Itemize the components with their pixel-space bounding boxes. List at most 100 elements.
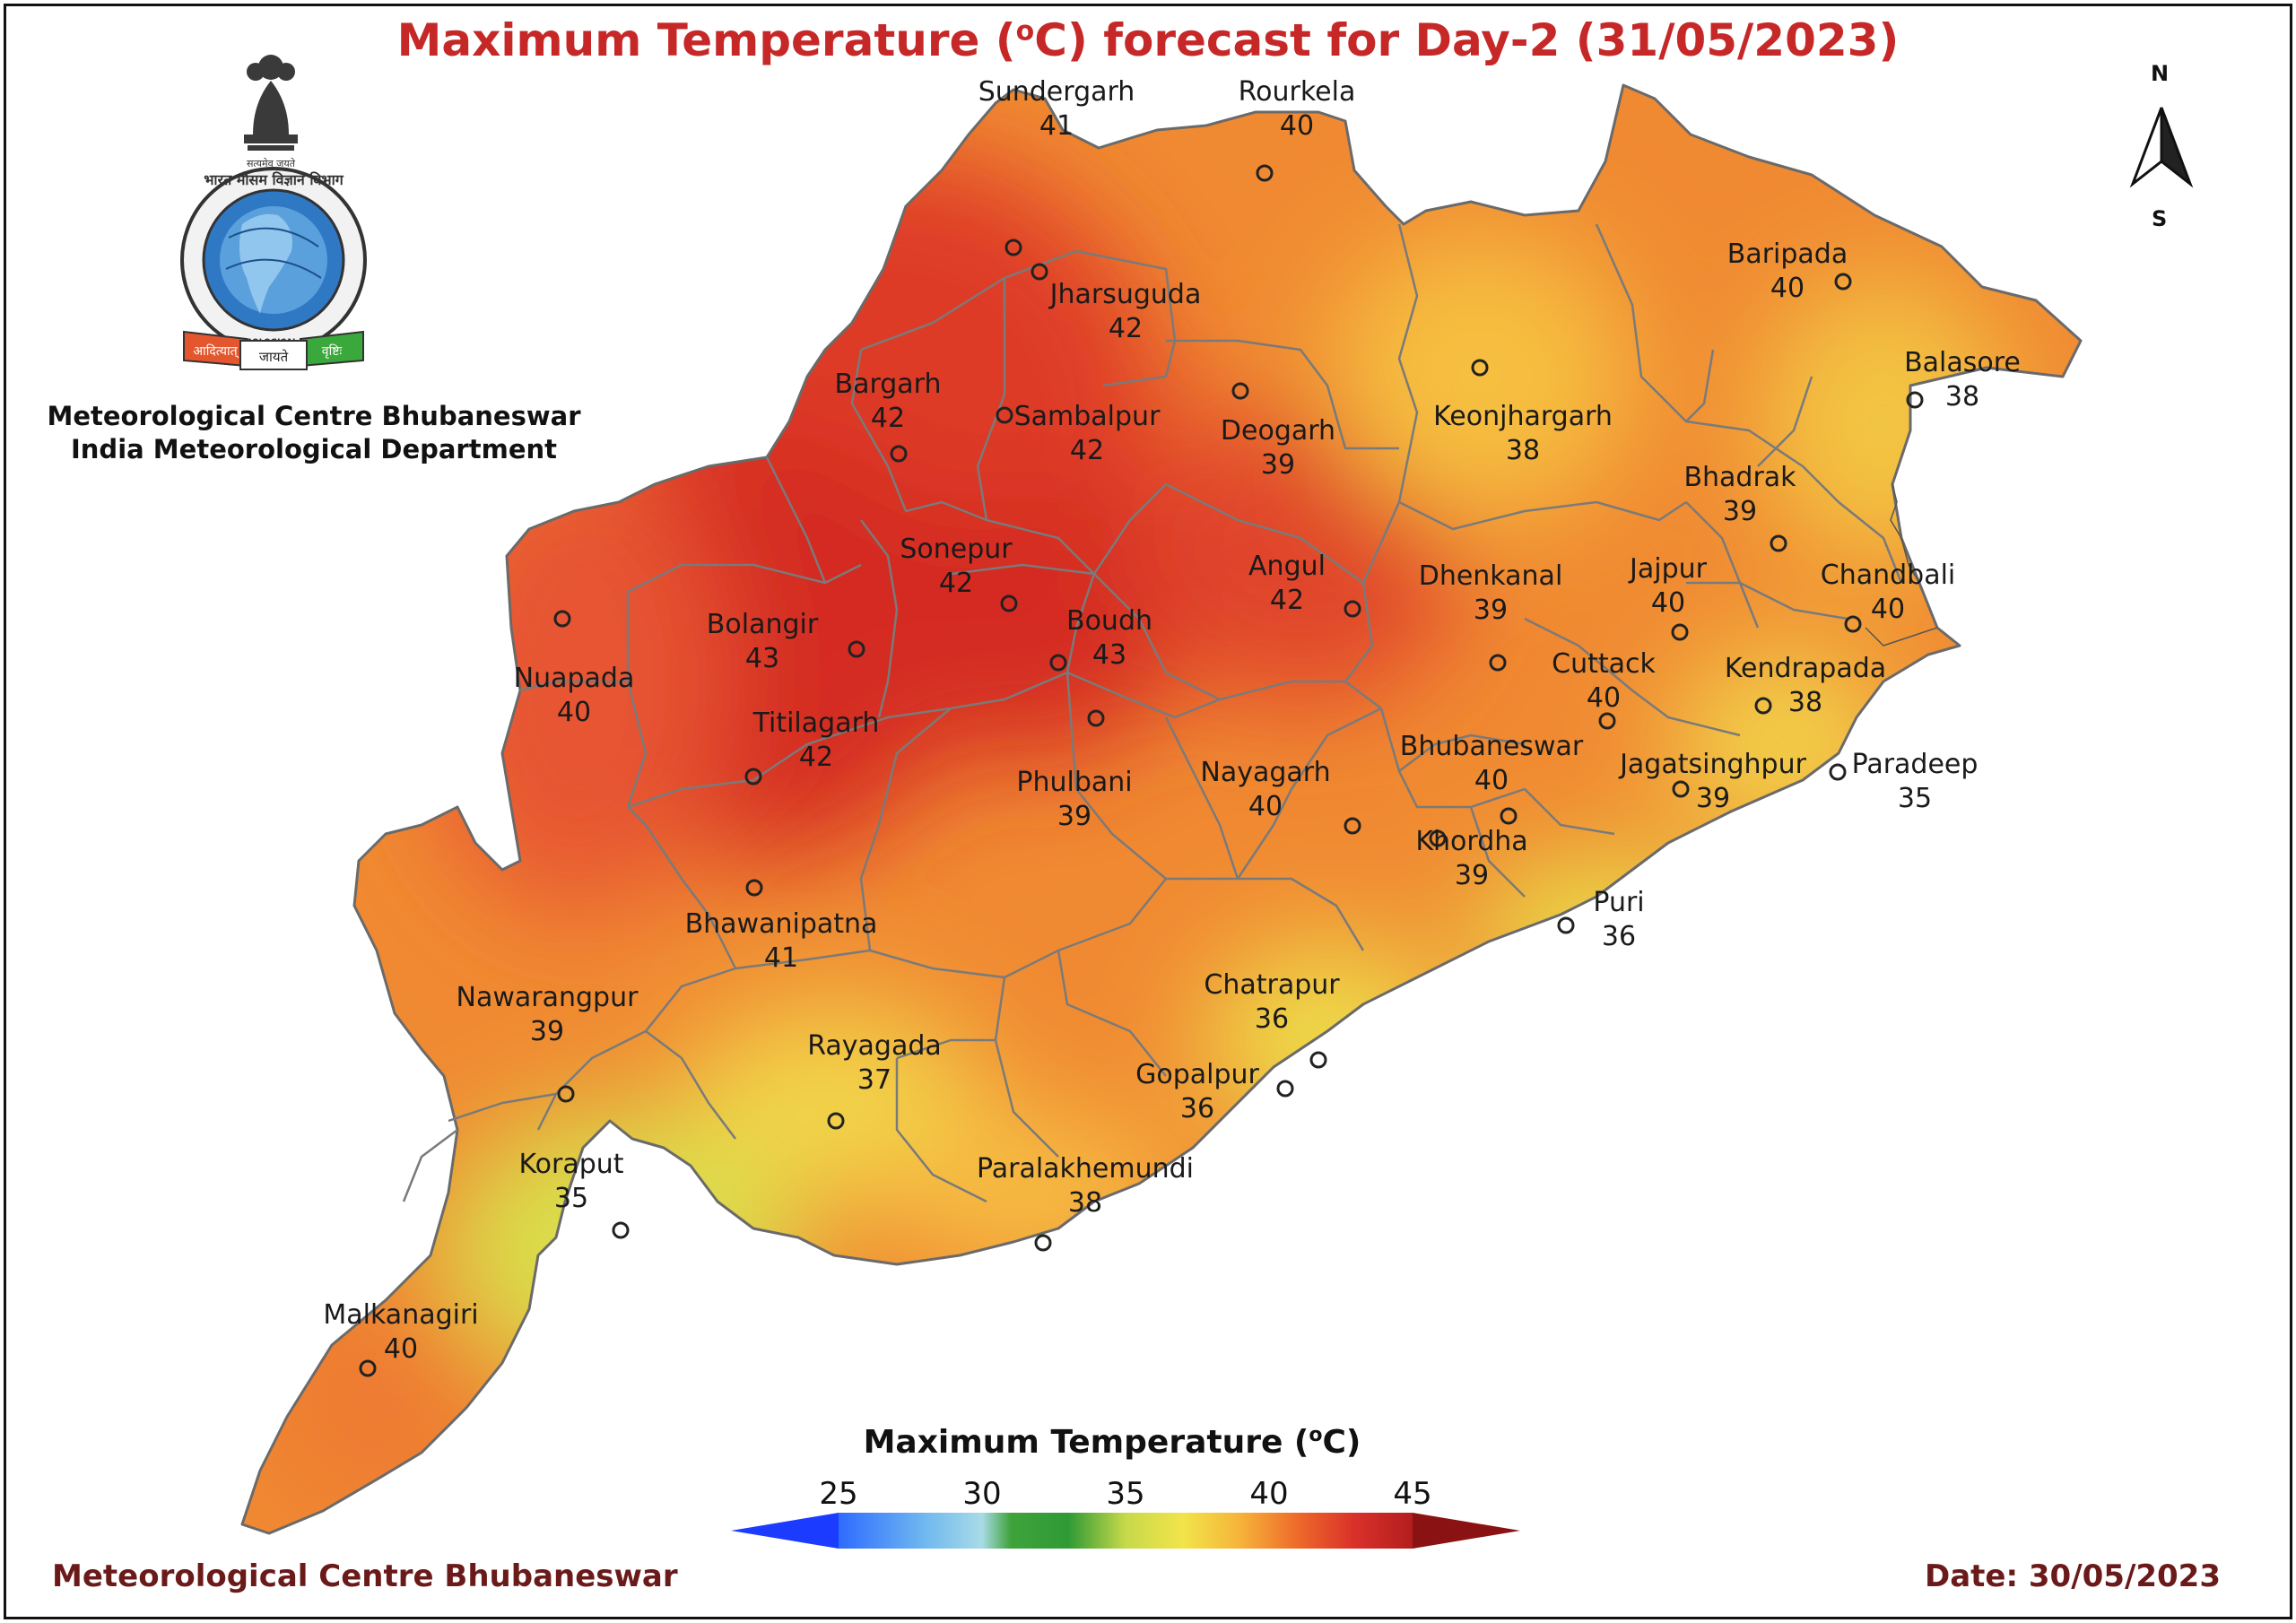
station-name: Jagatsinghpur	[1620, 749, 1806, 780]
station-name: Malkanagiri	[323, 1299, 479, 1331]
station-name: Sonepur	[900, 534, 1013, 565]
station-label-jagatsinghpur: Jagatsinghpur 39	[1620, 748, 1806, 816]
station-label-chatrapur: Chatrapur 36	[1204, 968, 1339, 1037]
station-label-nayagarh: Nayagarh 40	[1200, 756, 1330, 824]
station-name: Baripada	[1726, 239, 1848, 270]
station-marker-angul	[1344, 600, 1361, 618]
station-temperature: 38	[1787, 687, 1823, 718]
station-label-baripada: Baripada 40	[1727, 238, 1848, 306]
station-name: Bolangir	[706, 609, 819, 640]
north-arrow-graphic	[2129, 107, 2194, 188]
station-label-titilagarh: Titilagarh 42	[753, 707, 880, 775]
imd-logo: सत्यमेव जयते भारत मौसम विज्ञान विभाग IND…	[180, 55, 367, 370]
station-marker-puri	[1557, 916, 1575, 934]
station-name: Balasore	[1904, 347, 2021, 378]
station-marker-bargarh	[890, 445, 908, 463]
org-name-line1: Meteorological Centre Bhubaneswar	[47, 401, 581, 431]
station-name: Boudh	[1065, 605, 1153, 637]
station-label-keonjhargarh: Keonjhargarh 38	[1433, 400, 1613, 468]
station-marker-khordha	[1429, 829, 1447, 847]
station-marker-paralakhemundi	[1034, 1234, 1052, 1252]
station-label-balasore: Balasore 38	[1904, 346, 2021, 414]
station-name: Nawarangpur	[456, 982, 639, 1013]
station-marker-baripada	[1834, 273, 1852, 291]
station-label-puri: Puri 36	[1593, 886, 1644, 954]
legend-title-suffix: C)	[1322, 1424, 1361, 1461]
station-name: Jajpur	[1630, 553, 1707, 585]
station-marker-nawarangpur	[557, 1085, 575, 1103]
station-marker-sundergarh	[1004, 239, 1022, 256]
station-marker-rayagada	[827, 1112, 845, 1130]
station-label-bolangir: Bolangir 43	[707, 608, 818, 676]
station-marker-titilagarh	[744, 768, 762, 785]
logo-banner-right: वृष्टिः	[322, 343, 344, 359]
logo-banner-left: आदित्यात्	[193, 343, 239, 359]
station-name: Nuapada	[513, 663, 635, 694]
station-label-jajpur: Jajpur 40	[1630, 552, 1707, 621]
station-name: Deogarh	[1220, 415, 1336, 447]
station-name: Kendrapada	[1724, 653, 1887, 684]
footer-date: Date: 30/05/2023	[1924, 1558, 2221, 1594]
station-label-bargarh: Bargarh 42	[834, 368, 941, 436]
station-temperature: 39	[1260, 449, 1296, 481]
station-temperature: 40	[1279, 110, 1315, 142]
station-label-kendrapada: Kendrapada 38	[1725, 652, 1886, 720]
legend-colorbar-body	[839, 1513, 1413, 1549]
station-temperature: 40	[1650, 587, 1686, 619]
station-name: Angul	[1248, 551, 1326, 582]
station-marker-dhenkanal	[1489, 654, 1507, 672]
station-temperature: 40	[1248, 791, 1283, 822]
legend-tick-label: 40	[1249, 1476, 1289, 1512]
footer-organization: Meteorological Centre Bhubaneswar	[52, 1558, 678, 1594]
station-label-nuapada: Nuapada 40	[514, 662, 635, 730]
station-label-boudh: Boudh 43	[1066, 604, 1152, 673]
station-temperature: 43	[1091, 639, 1127, 671]
station-name: Jharsuguda	[1049, 279, 1202, 310]
legend-tick-label: 45	[1393, 1476, 1432, 1512]
station-label-nawarangpur: Nawarangpur 39	[457, 981, 639, 1049]
station-temperature: 43	[744, 643, 780, 674]
station-label-dhenkanal: Dhenkanal 39	[1419, 560, 1563, 628]
coastline-detail	[1865, 483, 1938, 647]
station-temperature: 38	[1944, 381, 1980, 412]
station-label-bhadrak: Bhadrak 39	[1683, 461, 1796, 529]
station-label-khordha: Khordha 39	[1415, 825, 1527, 893]
station-marker-jharsuguda	[1031, 263, 1048, 281]
station-temperature: 35	[553, 1183, 589, 1214]
station-name: Paradeep	[1851, 749, 1979, 780]
station-label-deogarh: Deogarh 39	[1221, 414, 1335, 482]
north-label: N	[2151, 61, 2170, 86]
station-temperature: 41	[1039, 110, 1074, 142]
legend-title-prefix: Maximum Temperature (	[863, 1424, 1309, 1461]
station-marker-nuapada	[553, 610, 571, 628]
station-temperature: 36	[1179, 1093, 1215, 1124]
station-label-koraput: Koraput 35	[518, 1148, 623, 1216]
station-marker-boudh	[1049, 654, 1067, 672]
map-title: Maximum Temperature (oC) forecast for Da…	[0, 14, 2296, 66]
station-marker-bolangir	[848, 640, 865, 658]
station-temperature: 36	[1254, 1003, 1290, 1035]
station-label-chandbali: Chandbali 40	[1821, 559, 1956, 627]
station-name: Dhenkanal	[1418, 560, 1563, 592]
station-temperature: 40	[1870, 594, 1906, 625]
station-name: Sambalpur	[1013, 401, 1161, 432]
station-temperature: 40	[383, 1333, 419, 1365]
station-temperature: 40	[1586, 682, 1622, 714]
station-label-jharsuguda: Jharsuguda 42	[1050, 278, 1202, 346]
station-name: Paralakhemundi	[976, 1153, 1195, 1185]
south-label: S	[2152, 206, 2168, 231]
station-name: Cuttack	[1552, 648, 1656, 680]
station-marker-keonjhargarh	[1471, 359, 1489, 377]
station-temperature: 40	[1770, 273, 1805, 304]
title-degree-superscript: o	[1015, 15, 1035, 48]
station-label-phulbani: Phulbani 39	[1016, 766, 1132, 834]
station-marker-paradeep	[1829, 763, 1847, 781]
station-name: Nayagarh	[1200, 757, 1331, 788]
station-marker-malkanagiri	[359, 1359, 377, 1377]
station-temperature: 42	[1269, 585, 1305, 616]
station-temperature: 41	[763, 942, 799, 974]
page-frame	[4, 4, 2292, 1619]
station-marker-sonepur	[1000, 595, 1018, 612]
station-marker-jajpur	[1671, 623, 1689, 641]
